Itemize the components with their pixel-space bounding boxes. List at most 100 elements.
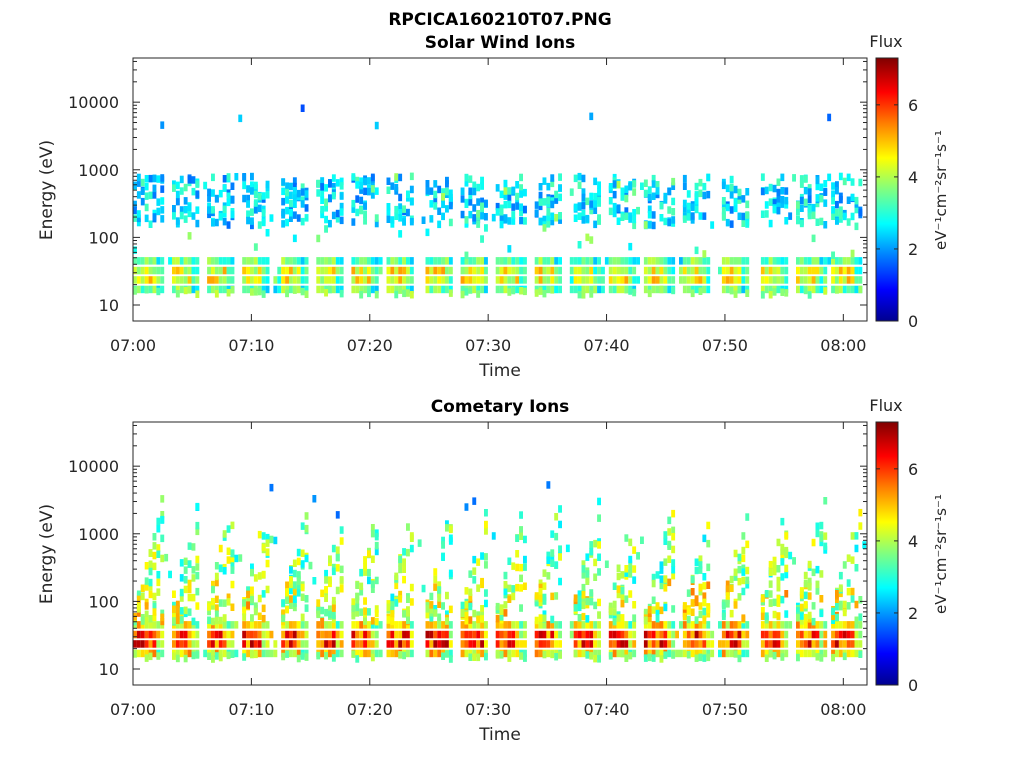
flux-cell [211, 655, 215, 663]
flux-cell [690, 640, 695, 648]
flux-cell [655, 257, 660, 265]
flux-cell [226, 640, 231, 648]
flux-cell [441, 536, 445, 545]
flux-cell [183, 585, 188, 594]
flux-cell [593, 640, 598, 648]
flux-cell [386, 649, 391, 658]
flux-cell [312, 495, 317, 503]
flux-cell [183, 576, 188, 584]
flux-cell [425, 649, 430, 658]
flux-cell [589, 285, 594, 294]
flux-cell [218, 189, 223, 198]
flux-cell [429, 266, 434, 275]
flux-cell [335, 257, 340, 265]
flux-cell [253, 257, 258, 265]
flux-cell [222, 184, 227, 192]
flux-cell [390, 601, 395, 609]
flux-cell [355, 621, 360, 629]
flux-cell [854, 640, 859, 648]
flux-cell [612, 276, 617, 284]
flux-cell [667, 206, 672, 214]
flux-cell [359, 266, 364, 275]
flux-cell [569, 630, 574, 639]
flux-cell [292, 177, 297, 185]
flux-cell [780, 173, 785, 182]
flux-cell [175, 616, 180, 624]
flux-cell [690, 203, 695, 211]
flux-cell [628, 570, 633, 578]
flux-cell [589, 652, 594, 660]
flux-cell [265, 276, 270, 284]
flux-cell [320, 190, 325, 198]
flux-cell [838, 211, 843, 219]
flux-cell [741, 195, 746, 203]
flux-cell [608, 621, 613, 629]
flux-cell [207, 607, 211, 616]
flux-cell [799, 257, 804, 265]
flux-cell [694, 621, 699, 629]
flux-cell [464, 649, 469, 658]
flux-cell [195, 555, 200, 564]
flux-cell [503, 649, 508, 658]
flux-cell [659, 649, 664, 658]
flux-cell [242, 621, 247, 629]
flux-cell [604, 257, 609, 265]
flux-cell [230, 195, 235, 204]
x-tick-label: 07:00 [110, 336, 156, 355]
flux-cell [152, 613, 157, 621]
flux-cell [390, 285, 395, 294]
flux-cell [854, 621, 859, 629]
colorbar-label: eV⁻¹cm⁻²sr⁻¹s⁻¹ [932, 130, 950, 250]
flux-cell [632, 576, 637, 584]
flux-cell [854, 544, 859, 553]
flux-cell [682, 174, 687, 183]
flux-cell [581, 595, 586, 604]
flux-cell [589, 290, 594, 298]
flux-cell [585, 266, 590, 275]
flux-cell [398, 555, 403, 564]
flux-cell [331, 630, 336, 639]
flux-cell [253, 288, 258, 296]
flux-cell [230, 630, 235, 639]
flux-cell [468, 640, 473, 648]
flux-cell [698, 584, 703, 592]
flux-cell [144, 562, 149, 570]
flux-cell [632, 621, 637, 629]
flux-cell [558, 184, 562, 192]
plot-frame [132, 421, 868, 686]
flux-cell [831, 251, 835, 259]
flux-cell [764, 640, 769, 648]
flux-cell [398, 193, 403, 202]
flux-cell [854, 649, 859, 658]
flux-cell [464, 640, 469, 648]
flux-cell [133, 650, 137, 658]
flux-cell [265, 585, 270, 594]
flux-cell [499, 276, 504, 284]
flux-cell [811, 266, 816, 275]
flux-cell [191, 266, 196, 275]
flux-cell [663, 196, 668, 204]
flux-cell [148, 590, 153, 599]
flux-cell [573, 621, 578, 629]
flux-cell [796, 216, 800, 225]
flux-cell [140, 276, 145, 284]
flux-cell [374, 290, 379, 299]
flux-cell [803, 571, 808, 580]
flux-cell [647, 289, 652, 298]
flux-cell [460, 285, 465, 294]
flux-cell [406, 266, 410, 275]
flux-cell [207, 285, 211, 294]
flux-cell [253, 607, 258, 616]
flux-cell [335, 546, 340, 554]
x-tick-label: 07:40 [583, 336, 629, 355]
flux-cell [733, 568, 738, 576]
flux-cell [585, 597, 590, 606]
flux-cell [398, 590, 403, 599]
flux-cell [655, 602, 660, 610]
flux-cell [807, 195, 812, 203]
flux-cell [261, 532, 266, 540]
flux-cell [277, 285, 282, 294]
flux-cell [367, 177, 371, 185]
flux-cell [503, 630, 508, 639]
flux-cell [222, 649, 227, 658]
